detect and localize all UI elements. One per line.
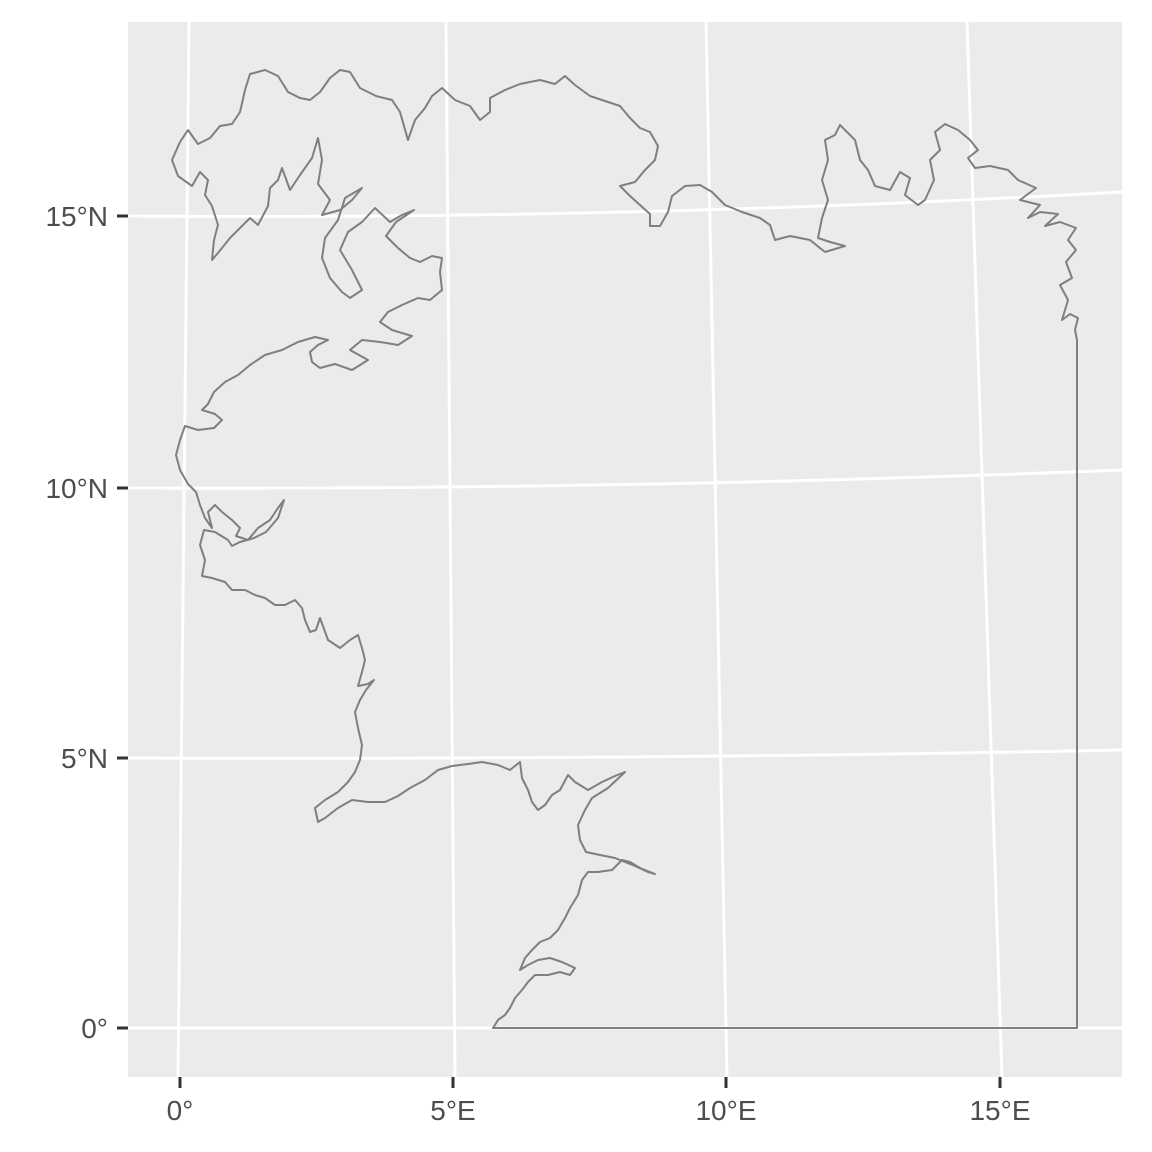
y-axis: 15°N 10°N 5°N 0°: [45, 201, 128, 1044]
parallel-5n: [127, 748, 1123, 760]
meridian-15e: [965, 21, 1004, 1078]
parallel-10n: [127, 468, 1123, 490]
x-tick-label: 10°E: [695, 1095, 756, 1126]
y-tick-label: 0°: [81, 1013, 108, 1044]
meridian-0: [176, 21, 191, 1078]
x-tick-label: 15°E: [969, 1095, 1030, 1126]
meridian-10e: [704, 21, 729, 1078]
region-outline: [171, 69, 1079, 1029]
parallel-15n: [127, 190, 1123, 218]
y-tick-label: 5°N: [61, 743, 108, 774]
y-tick-label: 15°N: [45, 201, 108, 232]
x-tick-label: 0°: [167, 1095, 194, 1126]
graticule: [127, 21, 1123, 1078]
x-axis: 0° 5°E 10°E 15°E: [167, 1077, 1031, 1126]
meridian-5e: [444, 21, 457, 1078]
map-panel: [128, 22, 1122, 1077]
y-tick-label: 10°N: [45, 473, 108, 504]
x-tick-label: 5°E: [430, 1095, 475, 1126]
